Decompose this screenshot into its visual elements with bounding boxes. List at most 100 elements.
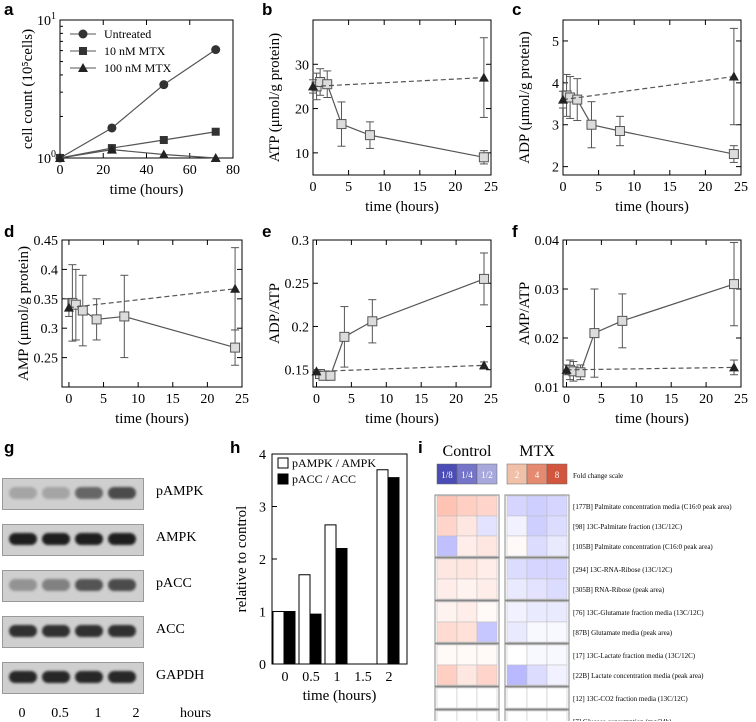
scale-label: 2 <box>515 470 520 480</box>
heatmap-cell <box>546 515 568 537</box>
data-point <box>561 364 572 374</box>
y-tick-label: 0.4 <box>41 263 59 278</box>
heatmap-cell <box>476 687 498 709</box>
heatmap-cell <box>436 515 458 537</box>
blot-band <box>108 533 136 545</box>
data-point <box>308 81 318 91</box>
x-tick-label: 60 <box>183 163 197 178</box>
bar <box>387 477 400 665</box>
data-point <box>367 316 378 327</box>
y-axis-label: AMP/ATP <box>517 282 533 345</box>
x-tick-label: 0 <box>313 392 320 407</box>
heatmap-cell <box>456 558 478 580</box>
blot-band <box>42 487 70 499</box>
x-tick-label: 20 <box>200 392 214 407</box>
heatmap-row-label: [98] 13C-Palmitate fraction (13C/12C) <box>573 523 683 531</box>
series-line-1 <box>312 76 484 88</box>
bar <box>283 611 296 665</box>
x-tick-label: 0 <box>563 392 570 407</box>
x-tick-label: 5 <box>598 392 605 407</box>
bar <box>324 524 337 665</box>
blot-band <box>108 625 136 637</box>
x-axis-label: time (hours) <box>615 199 689 215</box>
chart-h-bar: 0 1 2 3 4 0 0.5 1 1.5 2 pAMPK / AMPK pACC / ACC time… <box>234 448 408 704</box>
heatmap-cell <box>456 535 478 557</box>
series-line-2 <box>59 149 216 159</box>
data-point <box>77 305 88 316</box>
heatmap-cell <box>456 578 478 600</box>
heatmap-cell <box>506 495 528 517</box>
heatmap-cell <box>506 621 528 643</box>
heatmap-cell <box>436 621 458 643</box>
group-box <box>434 709 500 721</box>
plot-frame <box>562 239 742 388</box>
heatmap-cell <box>526 601 548 623</box>
heatmap-cell <box>526 621 548 643</box>
heatmap-cell <box>476 535 498 557</box>
y-axis-label: relative to control <box>234 506 250 613</box>
blot-label: pAMPK <box>156 484 204 499</box>
x-tick-label: 10 <box>627 180 641 195</box>
bar <box>309 613 322 665</box>
chart-f-amp-atp: 0 5 10 15 20 25 0.01 0.02 0.03 0.04 time (hours) AM… <box>517 234 748 427</box>
heatmap-cell <box>546 535 568 557</box>
heatmap-cell <box>436 558 458 580</box>
blot-band <box>108 671 136 683</box>
blot-band <box>9 487 37 499</box>
y-tick-label: 3 <box>259 501 266 516</box>
series-line-1 <box>68 288 236 309</box>
series-line-1 <box>59 131 216 159</box>
legend-label: Untreated <box>104 27 151 41</box>
y-tick-label: 100 <box>37 149 56 167</box>
heatmap-cell <box>456 644 478 666</box>
series-line-0 <box>59 49 217 159</box>
heatmap-cell <box>476 515 498 537</box>
group-box <box>434 600 500 644</box>
data-point <box>230 283 241 293</box>
data-point <box>55 153 65 162</box>
legend-label: pAMPK / AMPK <box>292 456 376 470</box>
blot-band <box>75 533 103 545</box>
blot-band <box>75 671 103 683</box>
x-tick-label: 10 <box>377 180 391 195</box>
heatmap-cell <box>506 710 528 721</box>
blot-strip-ampk <box>2 524 144 556</box>
data-point <box>158 149 169 159</box>
blot-band <box>9 625 37 637</box>
y-tick-label: 20 <box>295 103 309 118</box>
heatmap-cell <box>506 644 528 666</box>
x-axis-label: time (hours) <box>365 411 439 427</box>
heatmap-cell <box>546 495 568 517</box>
scale-label: 1/4 <box>461 470 473 480</box>
heatmap-cell <box>436 601 458 623</box>
heatmap-cell <box>526 664 548 686</box>
blot-band <box>42 579 70 591</box>
data-point <box>478 72 489 82</box>
panel-letter-g: g <box>4 438 15 457</box>
chart-b-atp: 0 5 10 15 20 25 10 20 30 time (hours) ATP (μmol/g … <box>267 19 498 215</box>
heatmap-cell <box>526 535 548 557</box>
y-tick-label: 2 <box>552 161 559 176</box>
chart-a-cell-count: 0 20 40 60 80 100 101 time (hours) cell count (1… <box>20 11 240 198</box>
blot-band <box>75 487 103 499</box>
data-point <box>614 126 625 137</box>
y-tick-label: 0.35 <box>34 293 59 308</box>
data-point <box>159 80 169 90</box>
heatmap-cell <box>476 558 498 580</box>
legend-label: 10 nM MTX <box>104 44 166 58</box>
y-tick-label: 0.3 <box>41 322 59 337</box>
y-tick-label: 0.45 <box>34 234 59 249</box>
heatmap-row-label: [177B] Palmitate concentration media (C1… <box>573 503 732 511</box>
heatmap-cell <box>546 621 568 643</box>
x-tick-label: 0 <box>57 163 64 178</box>
x-tick-label: 15 <box>663 180 677 195</box>
series-line-1 <box>566 366 735 371</box>
chart-i-heatmap: Control MTX 1/8 1/4 1/2 2 4 8 Fold change scale [… <box>434 443 732 721</box>
group-box <box>504 686 570 710</box>
panel-letter-h: h <box>230 438 241 457</box>
data-point <box>586 119 597 130</box>
heatmap-cell <box>546 601 568 623</box>
x-tick-label: 25 <box>734 392 748 407</box>
heatmap-cell <box>436 644 458 666</box>
heatmap-cell <box>476 644 498 666</box>
